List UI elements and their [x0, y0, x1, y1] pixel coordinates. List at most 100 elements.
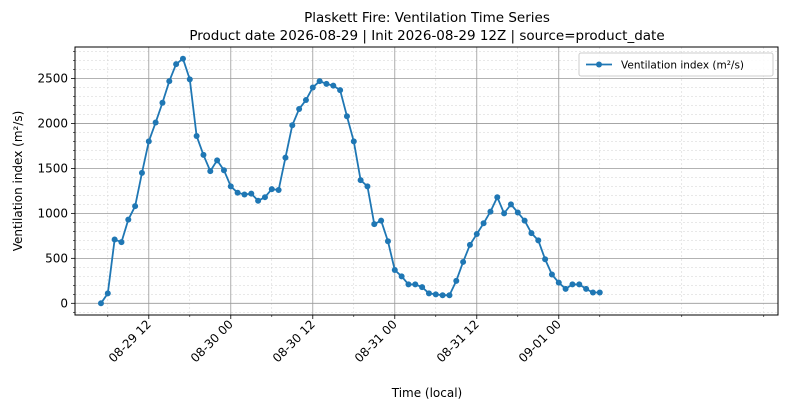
y-tick-label: 1500	[37, 161, 68, 175]
data-point	[473, 231, 480, 238]
x-tick-label: 08-31 12	[434, 317, 482, 365]
data-point	[350, 138, 357, 145]
data-point	[179, 55, 186, 62]
data-point	[562, 285, 569, 292]
plot-area: 08-29 12 08-30 00 08-30 12 08-31 00 08-31 12…	[37, 46, 779, 365]
data-point	[535, 237, 542, 244]
data-point	[97, 300, 104, 307]
data-point	[364, 183, 371, 190]
y-tick-label: 500	[45, 251, 68, 265]
data-point	[261, 194, 268, 201]
x-tick-label: 08-30 12	[270, 317, 318, 365]
data-point	[589, 289, 596, 296]
y-tick-label: 2500	[37, 71, 68, 85]
chart-subtitle: Product date 2026-08-29 | Init 2026-08-2…	[189, 28, 664, 44]
data-point	[555, 279, 562, 286]
data-point	[248, 190, 255, 197]
data-point	[343, 113, 350, 120]
data-point	[583, 285, 590, 292]
data-point	[501, 210, 508, 217]
data-point	[378, 217, 385, 224]
data-point	[391, 267, 398, 274]
data-point	[357, 177, 364, 184]
data-point	[302, 97, 309, 104]
data-point	[323, 80, 330, 87]
data-point	[466, 241, 473, 248]
data-point	[132, 203, 139, 210]
data-point	[576, 281, 583, 288]
data-point	[494, 194, 501, 201]
x-tick-label: 09-01 00	[516, 317, 564, 365]
legend-entry-label: Ventilation index (m²/s)	[621, 60, 744, 72]
data-point	[104, 290, 111, 297]
x-axis: 08-29 12 08-30 00 08-30 12 08-31 00 08-31 12…	[106, 315, 765, 365]
data-point	[384, 238, 391, 245]
data-point	[514, 209, 521, 216]
chart-title: Plaskett Fire: Ventilation Time Series	[304, 10, 550, 26]
data-point	[241, 191, 248, 198]
legend-box	[578, 52, 774, 77]
x-tick-label: 08-31 00	[352, 317, 400, 365]
data-point	[268, 186, 275, 193]
data-point	[186, 76, 193, 83]
data-point	[398, 273, 405, 280]
data-point	[425, 290, 432, 297]
data-point	[200, 151, 207, 158]
data-point	[569, 281, 576, 288]
data-point	[507, 201, 514, 208]
legend-marker-sample	[596, 61, 602, 68]
data-point	[419, 284, 426, 291]
data-point	[412, 281, 419, 288]
y-axis-label: Ventilation index (m²/s)	[11, 111, 25, 252]
data-point	[275, 186, 282, 193]
data-point	[220, 167, 227, 174]
data-point	[528, 230, 535, 237]
data-point	[282, 154, 289, 161]
data-point	[460, 258, 467, 265]
data-point	[432, 291, 439, 298]
data-point	[152, 119, 159, 126]
plot-background	[75, 47, 778, 315]
data-point	[207, 168, 214, 175]
data-point	[289, 122, 296, 129]
data-point	[548, 271, 555, 278]
data-point	[337, 87, 344, 94]
data-point	[316, 78, 323, 85]
data-point	[542, 256, 549, 263]
series-layer	[97, 55, 603, 307]
data-point	[234, 189, 241, 196]
data-point	[166, 78, 173, 85]
data-point	[255, 197, 262, 204]
data-point	[159, 99, 166, 106]
data-point	[405, 281, 412, 288]
data-point	[480, 220, 487, 227]
y-tick-label: 2000	[37, 116, 68, 130]
data-point	[596, 289, 603, 296]
data-point	[214, 157, 221, 164]
data-point	[439, 292, 446, 299]
y-tick-label: 1000	[37, 206, 68, 220]
x-tick-label: 08-30 00	[188, 317, 236, 365]
data-point	[125, 216, 132, 223]
x-axis-label: Time (local)	[391, 386, 463, 400]
data-point	[521, 217, 528, 224]
legend: Ventilation index (m²/s)	[578, 52, 774, 77]
data-point	[330, 82, 337, 89]
data-point	[193, 133, 200, 140]
data-point	[371, 221, 378, 228]
data-point	[446, 292, 453, 299]
x-tick-label: 08-29 12	[106, 317, 154, 365]
data-point	[296, 106, 303, 113]
data-point	[118, 239, 125, 246]
data-point	[111, 236, 118, 243]
plot-frame	[74, 46, 779, 316]
data-point	[138, 169, 145, 176]
major-grid	[75, 47, 778, 315]
data-point	[453, 277, 460, 284]
data-point	[309, 84, 316, 91]
data-point	[145, 138, 152, 145]
data-point	[227, 183, 234, 190]
data-point	[487, 208, 494, 215]
y-tick-label: 0	[60, 296, 68, 310]
